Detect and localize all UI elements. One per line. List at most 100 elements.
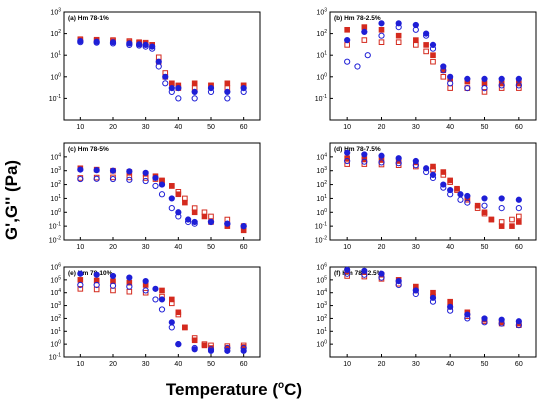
data-point (224, 344, 231, 352)
data-point (152, 182, 159, 190)
data-point (361, 151, 368, 158)
data-point (481, 209, 488, 216)
data-point (457, 196, 464, 203)
data-point (413, 42, 419, 48)
data-point (515, 75, 522, 82)
data-point (152, 285, 159, 292)
data-point (126, 41, 133, 48)
data-point (93, 281, 100, 289)
data-point (77, 39, 84, 46)
data-point (423, 30, 430, 37)
data-point (440, 172, 447, 178)
data-point (142, 287, 149, 294)
data-point (395, 160, 402, 167)
panel-title: (b) Hm 78-2.5% (334, 15, 381, 22)
data-point (109, 282, 117, 289)
y-tick-label: 102 (316, 29, 327, 38)
data-point (182, 324, 188, 331)
data-point (361, 158, 368, 165)
x-tick-label: 20 (378, 244, 386, 251)
data-point (182, 324, 188, 331)
y-tick-label: 100 (316, 208, 327, 217)
y-tick-label: 10-2 (49, 236, 61, 245)
x-tick-label: 30 (142, 244, 150, 251)
x-axis-label-unit: C) (284, 380, 302, 399)
y-tick-label: 101 (316, 51, 327, 60)
data-point (240, 223, 247, 230)
y-tick-label: 101 (50, 327, 61, 336)
data-point (378, 20, 385, 27)
data-point (175, 189, 182, 195)
data-point (149, 43, 156, 50)
data-point (423, 42, 429, 48)
data-point (464, 75, 471, 82)
data-point (191, 80, 198, 87)
data-point (488, 216, 495, 223)
x-tick-label: 30 (412, 244, 420, 251)
data-point (158, 306, 166, 313)
data-point (158, 191, 166, 198)
data-point (142, 43, 149, 50)
x-tick-label: 10 (343, 361, 351, 368)
data-point (175, 84, 182, 92)
y-tick-label: 103 (316, 301, 327, 310)
x-tick-label: 60 (515, 124, 523, 131)
data-point (224, 88, 231, 95)
data-point (240, 342, 247, 349)
data-point (429, 174, 437, 182)
data-point (169, 80, 175, 87)
data-point (191, 205, 198, 211)
y-tick-label: 104 (50, 288, 61, 297)
data-point (201, 209, 208, 216)
data-point (361, 24, 368, 30)
data-point (109, 167, 117, 174)
series-red-filled (77, 37, 247, 89)
y-tick-label: 102 (316, 180, 327, 189)
data-point (378, 152, 385, 159)
y-axis-label: G',G'' (Pa) (2, 160, 21, 240)
data-point (498, 320, 505, 327)
data-point (207, 218, 215, 226)
data-point (361, 28, 368, 35)
data-point (440, 67, 447, 74)
data-point (412, 162, 419, 169)
data-point (142, 169, 149, 176)
data-point (447, 73, 454, 80)
data-point (378, 159, 385, 166)
data-point (126, 283, 133, 290)
series-red-open (77, 36, 247, 91)
data-point (516, 85, 522, 91)
x-tick-label: 50 (481, 244, 489, 251)
data-point (201, 341, 208, 347)
series-blue-filled (77, 37, 247, 95)
data-point (168, 195, 175, 202)
data-point (412, 290, 419, 298)
data-point (498, 85, 505, 91)
y-tick-label: 10-1 (315, 94, 327, 103)
x-tick-label: 60 (515, 361, 523, 368)
data-point (77, 277, 84, 283)
y-tick-label: 102 (50, 180, 61, 189)
data-point (169, 300, 175, 307)
series-red-filled (77, 165, 247, 234)
data-point (224, 220, 231, 227)
data-point (175, 95, 182, 102)
panel-frame (329, 266, 537, 358)
data-point (454, 187, 460, 193)
data-point (430, 52, 436, 59)
series-blue-filled (344, 149, 522, 203)
data-point (185, 218, 192, 226)
data-point (509, 223, 515, 229)
data-point (378, 39, 385, 45)
data-point (447, 80, 454, 87)
y-tick-label: 103 (50, 8, 61, 17)
data-point (488, 216, 495, 223)
data-point (77, 286, 84, 292)
data-point (208, 213, 214, 220)
data-point (126, 288, 133, 295)
x-axis-label-text: Temperature ( (166, 380, 278, 399)
data-point (168, 324, 175, 331)
data-point (240, 88, 247, 95)
x-tick-label: 20 (109, 244, 117, 251)
